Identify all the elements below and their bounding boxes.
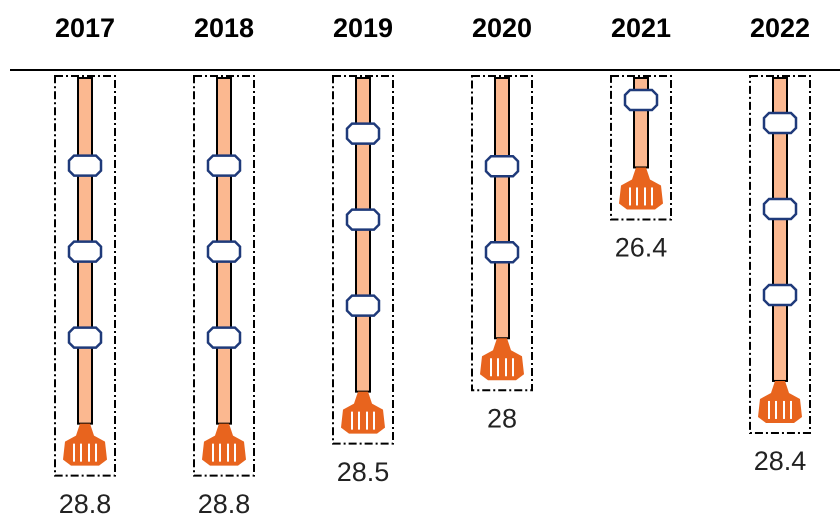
value-label: 26.4 <box>615 233 668 263</box>
year-label: 2019 <box>333 13 393 43</box>
joint <box>345 208 381 231</box>
value-label: 28.8 <box>198 489 251 519</box>
joint <box>484 241 520 264</box>
depth-box <box>54 75 116 477</box>
value-label: 28.8 <box>59 489 112 519</box>
value-label: 28.5 <box>337 457 390 487</box>
drill-string <box>749 75 811 434</box>
drill-string <box>471 75 533 392</box>
year-label: 2018 <box>194 13 254 43</box>
joint <box>623 88 659 112</box>
bit <box>202 423 246 466</box>
pipe <box>494 77 510 340</box>
joint <box>484 155 520 178</box>
year-label: 2020 <box>472 13 532 43</box>
drill-string <box>54 75 116 477</box>
joint <box>67 240 103 263</box>
drill-string <box>332 75 394 445</box>
bit <box>619 167 663 210</box>
bit <box>63 423 107 466</box>
bit <box>480 338 524 381</box>
joint <box>67 326 103 349</box>
joint <box>762 197 798 221</box>
depth-box <box>610 75 672 221</box>
value-label: 28.4 <box>754 446 807 476</box>
year-label: 2022 <box>750 13 810 43</box>
drill-string <box>193 75 255 477</box>
joint <box>762 111 798 135</box>
joint <box>345 122 381 145</box>
depth-box <box>193 75 255 477</box>
depth-box <box>471 75 533 392</box>
joint <box>206 240 242 263</box>
value-label: 28 <box>487 403 517 433</box>
joint <box>345 294 381 317</box>
year-label: 2021 <box>611 13 671 43</box>
bit <box>341 391 385 434</box>
year-label: 2017 <box>55 13 115 43</box>
joint <box>67 154 103 177</box>
joint <box>762 283 798 307</box>
joint <box>206 326 242 349</box>
joint <box>206 154 242 177</box>
drill-string <box>610 75 672 221</box>
bit <box>758 380 802 423</box>
depth-box <box>332 75 394 445</box>
